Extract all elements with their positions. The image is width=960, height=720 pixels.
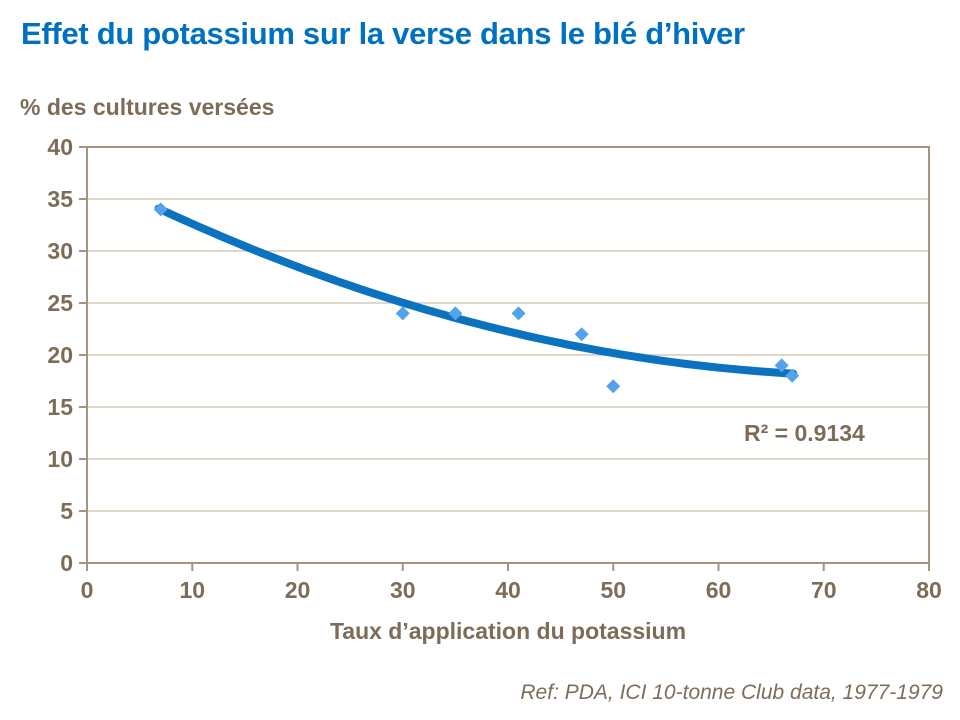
data-point: [448, 306, 463, 321]
data-point: [785, 368, 800, 383]
y-tick-label: 40: [47, 134, 73, 160]
x-tick-label: 80: [916, 577, 942, 603]
y-tick-label: 30: [47, 238, 73, 264]
data-point: [606, 379, 621, 394]
x-tick-label: 70: [811, 577, 837, 603]
y-tick-label: 5: [60, 498, 73, 524]
x-tick-label: 60: [706, 577, 732, 603]
data-point: [153, 202, 168, 217]
data-point: [395, 306, 410, 321]
y-tick-label: 0: [60, 550, 73, 576]
data-point: [574, 327, 589, 342]
r-squared-label: R² = 0.9134: [744, 420, 865, 446]
x-tick-label: 0: [81, 577, 94, 603]
reference-note: Ref: PDA, ICI 10-tonne Club data, 1977-1…: [520, 681, 943, 704]
data-point: [511, 306, 526, 321]
x-tick-label: 30: [390, 577, 416, 603]
chart-title: Effet du potassium sur la verse dans le …: [21, 16, 745, 51]
x-tick-label: 50: [600, 577, 626, 603]
y-tick-label: 15: [47, 394, 73, 420]
trendline: [154, 204, 798, 378]
data-point: [774, 358, 789, 373]
x-tick-label: 20: [285, 577, 311, 603]
x-tick-label: 10: [179, 577, 205, 603]
y-tick-label: 10: [47, 446, 73, 472]
y-tick-label: 25: [47, 290, 73, 316]
x-axis-title: Taux d’application du potassium: [329, 618, 687, 644]
y-tick-label: 20: [47, 342, 73, 368]
y-axis-title: % des cultures versées: [20, 94, 275, 120]
x-tick-label: 40: [495, 577, 521, 603]
y-tick-label: 35: [47, 186, 73, 212]
